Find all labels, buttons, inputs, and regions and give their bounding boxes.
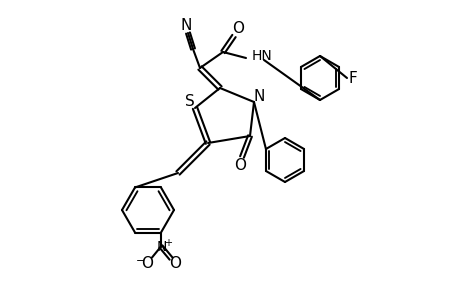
Text: N: N — [253, 88, 264, 104]
Text: F: F — [348, 70, 357, 86]
Text: +: + — [164, 238, 172, 248]
Text: S: S — [185, 94, 195, 109]
Text: O: O — [234, 158, 246, 172]
Text: O: O — [168, 256, 180, 271]
Text: −: − — [136, 256, 146, 266]
Text: N: N — [157, 239, 167, 254]
Text: N: N — [180, 17, 191, 32]
Text: O: O — [141, 256, 153, 271]
Text: HN: HN — [252, 49, 272, 63]
Text: O: O — [231, 20, 243, 35]
